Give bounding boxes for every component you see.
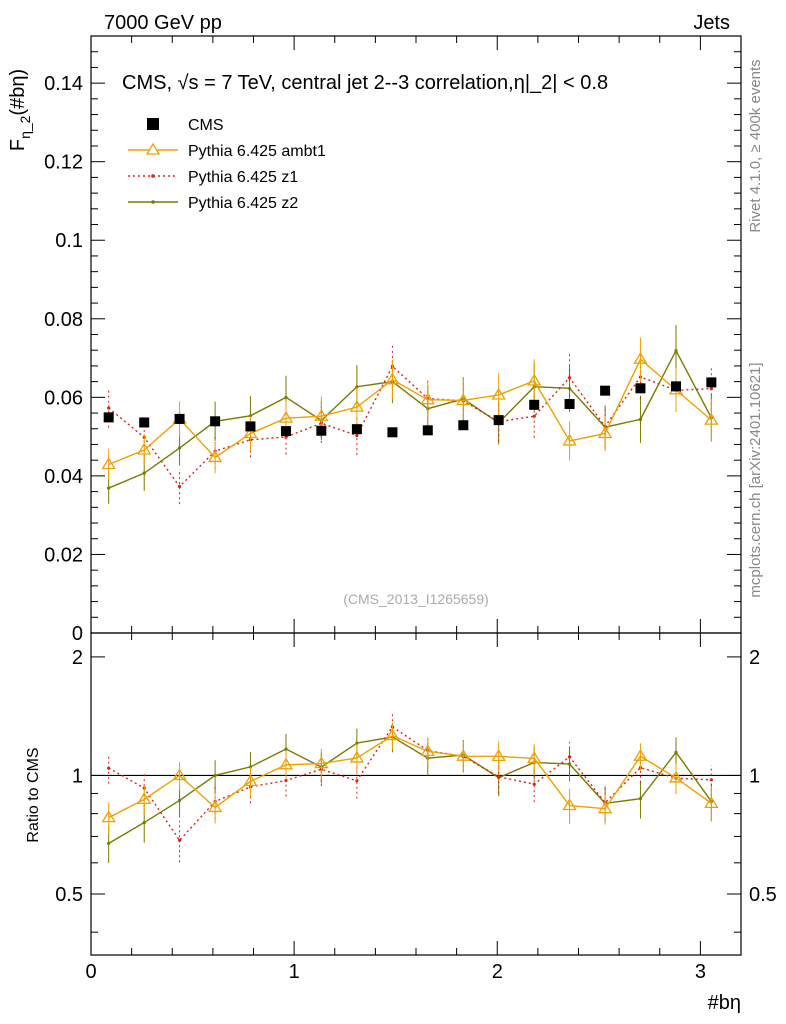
data-point: [178, 839, 181, 842]
x-tick-label: 2: [492, 961, 503, 983]
data-point: [284, 396, 287, 399]
data-point: [639, 797, 642, 800]
data-point: [178, 446, 181, 449]
cms-point: [387, 427, 397, 437]
ratio-tick-label: 0.5: [55, 884, 83, 906]
data-point: [178, 485, 181, 488]
cms-point: [245, 421, 255, 431]
ratio-tick-label: 1: [72, 765, 83, 787]
header-process-label: Jets: [693, 12, 730, 34]
cms-point: [671, 381, 681, 391]
ratio-tick-label: 2: [72, 647, 83, 669]
data-point: [674, 751, 677, 754]
y-tick-label: 0.06: [44, 387, 83, 409]
data-point: [674, 349, 677, 352]
data-point: [214, 774, 217, 777]
rivet-version-label: Rivet 4.1.0, ≥ 400k events: [747, 59, 764, 232]
legend-marker: [151, 200, 155, 204]
data-point: [107, 486, 110, 489]
y-tick-label: 0.14: [44, 73, 83, 95]
cms-point: [175, 414, 185, 424]
data-point: [107, 767, 110, 770]
data-point: [355, 434, 358, 437]
y-tick-label: 0.1: [55, 230, 83, 252]
y-tick-label: 0.04: [44, 466, 83, 488]
data-point: [107, 842, 110, 845]
data-point: [639, 418, 642, 421]
ratio-tick-label-right: 1: [749, 765, 760, 787]
cms-point: [529, 400, 539, 410]
data-point: [533, 415, 536, 418]
cms-point: [706, 377, 716, 387]
cms-point: [210, 416, 220, 426]
data-point: [284, 747, 287, 750]
legend-marker: [151, 174, 155, 178]
cms-point: [139, 417, 149, 427]
mcplots-label: mcplots.cern.ch [arXiv:2401.10621]: [747, 362, 764, 597]
x-axis-label: #bη: [708, 992, 741, 1014]
data-point: [178, 799, 181, 802]
cms-point: [494, 415, 504, 425]
ratio-tick-label-right: 0.5: [749, 884, 777, 906]
legend-marker: [147, 118, 159, 130]
ratio-tick-label-right: 2: [749, 647, 760, 669]
plot-title: CMS, √s = 7 TeV, central jet 2--3 correl…: [122, 72, 608, 94]
cms-point: [458, 420, 468, 430]
data-point: [568, 376, 571, 379]
data-point: [710, 387, 713, 390]
cms-point: [316, 426, 326, 436]
data-point: [568, 755, 571, 758]
ratio-axis-label: Ratio to CMS: [25, 747, 42, 842]
data-point: [107, 406, 110, 409]
data-point: [533, 783, 536, 786]
y-tick-label: 0: [72, 623, 83, 645]
cms-point: [423, 425, 433, 435]
data-point: [355, 779, 358, 782]
legend-label: Pythia 6.425 ambt1: [188, 143, 326, 160]
y-tick-label: 0.02: [44, 544, 83, 566]
header-energy-label: 7000 GeV pp: [104, 12, 222, 34]
data-point: [143, 472, 146, 475]
data-point: [143, 821, 146, 824]
x-tick-label: 1: [289, 961, 300, 983]
cms-point: [600, 386, 610, 396]
y-tick-label: 0.08: [44, 309, 83, 331]
watermark: (CMS_2013_I1265659): [343, 591, 489, 607]
x-tick-label: 0: [85, 961, 96, 983]
jet-correlation-figure: 7000 GeV pp Jets Rivet 4.1.0, ≥ 400k eve…: [0, 0, 786, 1024]
legend-label: Pythia 6.425 z1: [188, 169, 298, 186]
cms-point: [565, 399, 575, 409]
cms-point: [281, 426, 291, 436]
cms-point: [635, 383, 645, 393]
data-point: [710, 778, 713, 781]
x-tick-label: 3: [695, 961, 706, 983]
legend-label: Pythia 6.425 z2: [188, 195, 298, 212]
legend-label: CMS: [188, 117, 224, 134]
y-tick-label: 0.12: [44, 152, 83, 174]
cms-point: [104, 412, 114, 422]
data-point: [497, 775, 500, 778]
cms-point: [352, 424, 362, 434]
